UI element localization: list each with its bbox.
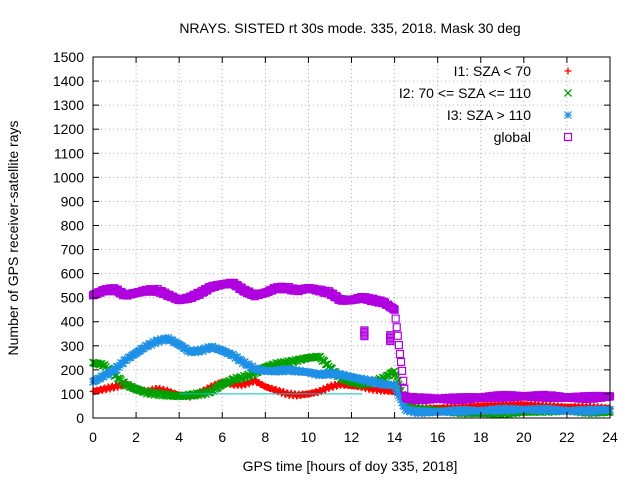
point-global [390, 305, 399, 314]
x-tick-label: 24 [602, 429, 618, 445]
x-tick-label: 20 [516, 429, 532, 445]
y-tick-label: 100 [61, 386, 85, 402]
x-axis-label: GPS time [hours of doy 335, 2018] [243, 458, 458, 474]
x-tick-label: 10 [301, 429, 317, 445]
x-tick-label: 12 [344, 429, 360, 445]
point-i3-sza-110 [392, 386, 401, 395]
legend-marker-i1-sza-70 [564, 67, 572, 75]
y-tick-label: 1500 [53, 49, 84, 65]
legend-marker-i2-70-sza-110 [564, 89, 572, 97]
point-i3-sza-110 [198, 347, 207, 356]
y-tick-label: 900 [61, 193, 85, 209]
point-global [388, 303, 397, 313]
x-tick-label: 6 [218, 429, 226, 445]
y-tick-label: 1000 [53, 169, 84, 185]
point-i3-sza-110 [248, 362, 257, 371]
x-tick-label: 14 [387, 429, 403, 445]
point-i3-sza-110 [391, 384, 400, 392]
grid [93, 57, 610, 418]
x-tick-label: 8 [261, 429, 269, 445]
point-global [398, 366, 407, 375]
ticks: 0100200300400500600700800900100011001200… [53, 49, 618, 445]
point-global [392, 323, 401, 332]
legend-label: global [494, 129, 531, 145]
point-i3-sza-110 [366, 378, 375, 387]
x-tick-label: 16 [430, 429, 446, 445]
legend-label: I2: 70 <= SZA <= 110 [399, 85, 531, 101]
point-i3-sza-110 [393, 388, 402, 397]
point-i3-sza-110 [390, 381, 399, 390]
series-layer [88, 278, 615, 419]
point-i3-sza-110 [458, 407, 467, 416]
point-global [391, 314, 400, 323]
y-tick-label: 300 [61, 338, 85, 354]
y-tick-label: 600 [61, 266, 85, 282]
x-tick-label: 2 [132, 429, 140, 445]
y-tick-label: 700 [61, 242, 85, 258]
outliers [360, 326, 395, 346]
y-tick-label: 400 [61, 314, 85, 330]
y-tick-label: 1200 [53, 121, 84, 137]
legend: I1: SZA < 70 I2: 70 <= SZA <= 110 I3: SZA … [399, 63, 573, 145]
point-global [396, 357, 406, 367]
chart-title: NRAYS. SISTED rt 30s mode. 335, 2018. Ma… [179, 20, 520, 36]
x-tick-label: 22 [559, 429, 575, 445]
x-tick-label: 4 [175, 429, 183, 445]
y-tick-label: 1100 [54, 145, 84, 161]
y-tick-label: 0 [76, 410, 84, 426]
y-tick-label: 200 [61, 362, 85, 378]
y-tick-label: 1400 [53, 73, 84, 89]
point-i3-sza-110 [230, 352, 239, 360]
point-i3-sza-110 [448, 406, 457, 415]
point-i3-sza-110 [398, 398, 407, 407]
y-tick-label: 800 [61, 217, 85, 233]
series-3 [89, 333, 614, 418]
point-i2-70-sza-110 [149, 388, 158, 397]
point-i3-sza-110 [233, 353, 242, 362]
y-axis-label: Number of GPS receiver-satellite rays [5, 121, 21, 356]
x-tick-label: 0 [89, 429, 97, 445]
y-tick-label: 1300 [53, 97, 84, 113]
legend-label: I1: SZA < 70 [454, 63, 532, 79]
point-global [394, 340, 403, 350]
x-tick-label: 18 [473, 429, 489, 445]
legend-marker-i3-sza-110 [564, 111, 572, 119]
point-i3-sza-110 [397, 395, 405, 404]
y-tick-label: 500 [61, 290, 85, 306]
point-global [400, 384, 409, 393]
point-i3-sza-110 [151, 339, 160, 348]
point-outlier [386, 331, 395, 340]
point-i3-sza-110 [394, 391, 403, 400]
point-global [395, 349, 405, 359]
legend-marker-global [563, 132, 573, 142]
point-global [389, 304, 398, 314]
series-4 [88, 278, 615, 405]
point-i3-sza-110 [240, 357, 249, 366]
point-outlier [360, 326, 369, 335]
legend-label: I3: SZA > 110 [447, 107, 531, 123]
point-global [399, 376, 408, 385]
point-i3-sza-110 [99, 372, 108, 381]
